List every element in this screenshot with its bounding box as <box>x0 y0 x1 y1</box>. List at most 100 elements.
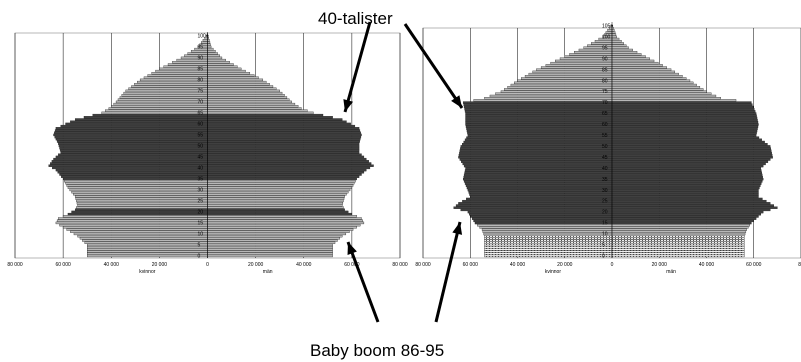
bar-male <box>611 178 764 181</box>
bar-male <box>207 85 274 88</box>
bar-female <box>469 193 613 196</box>
bar-male <box>611 224 750 227</box>
bar-female <box>465 123 613 126</box>
bar-female <box>62 226 208 229</box>
x-tick-label: 20 000 <box>652 262 668 268</box>
bar-female <box>458 202 613 205</box>
bar-male <box>611 72 679 76</box>
bar-male <box>611 134 757 137</box>
bar-male <box>611 86 701 89</box>
bar-female <box>484 237 613 240</box>
x-tick-label: 20 000 <box>248 262 264 268</box>
bar-male <box>207 241 336 244</box>
annotation-bottom: Baby boom 86-95 <box>310 341 444 360</box>
bar-female <box>54 131 208 134</box>
bar-male <box>207 52 218 55</box>
bar-female <box>76 201 208 205</box>
bar-female <box>123 91 208 95</box>
bar-female <box>172 61 208 64</box>
bar-female <box>484 250 613 253</box>
bar-male <box>611 219 754 223</box>
age-tick-label: 60 <box>602 122 608 128</box>
x-tick-label: 0 <box>611 262 614 268</box>
bar-male <box>611 243 745 247</box>
bar-male <box>611 37 620 41</box>
bar-female <box>151 72 208 75</box>
bar-female <box>458 153 613 157</box>
bar-male <box>611 116 758 120</box>
bar-male <box>611 110 756 113</box>
bar-male <box>611 145 771 148</box>
bar-male <box>207 217 362 220</box>
bar-male <box>611 193 759 196</box>
age-tick-label: 40 <box>602 166 608 172</box>
bar-female <box>484 254 613 258</box>
bar-female <box>466 136 613 139</box>
bar-male <box>207 175 360 178</box>
bar-female <box>479 226 613 229</box>
bar-female <box>464 138 613 141</box>
bar-female <box>87 245 208 249</box>
bar-male <box>207 116 333 119</box>
bar-male <box>207 133 362 137</box>
bar-male <box>611 132 757 135</box>
bar-female <box>473 99 613 102</box>
bar-male <box>611 143 768 146</box>
bar-male <box>611 57 650 60</box>
bar-male <box>207 223 361 227</box>
bar-male <box>207 173 362 176</box>
age-tick-label: 30 <box>602 188 608 194</box>
bar-male <box>611 112 757 115</box>
bar-male <box>611 208 771 212</box>
bar-female <box>71 190 208 194</box>
bar-female <box>455 204 613 207</box>
bar-male <box>207 208 345 211</box>
bar-male <box>611 35 617 39</box>
bar-male <box>207 107 302 110</box>
bar-male <box>611 94 717 98</box>
bar-female <box>187 52 208 55</box>
bar-female <box>87 243 208 247</box>
age-tick-label: 55 <box>198 133 204 139</box>
bar-male <box>207 215 357 218</box>
bar-male <box>611 248 745 251</box>
arrow-babyboom-left <box>346 241 380 323</box>
bar-female <box>462 199 613 203</box>
bar-male <box>207 168 367 172</box>
bar-female <box>453 206 613 209</box>
bar-female <box>483 232 613 236</box>
bar-male <box>611 103 753 106</box>
bar-male <box>611 68 672 71</box>
bar-male <box>611 153 773 157</box>
bar-female <box>60 124 208 128</box>
bar-male <box>207 129 361 132</box>
bar-female <box>77 204 208 207</box>
bar-male <box>611 114 757 117</box>
age-tick-label: 5 <box>198 243 201 249</box>
bar-male <box>611 147 771 150</box>
bar-male <box>207 142 360 145</box>
bar-male <box>611 90 707 93</box>
bar-female <box>591 42 613 45</box>
bar-female <box>77 234 208 238</box>
bar-female <box>180 56 208 60</box>
bar-female <box>113 102 208 106</box>
bar-male <box>207 160 369 163</box>
age-tick-label: 20 <box>602 210 608 216</box>
bar-male <box>611 44 627 47</box>
age-tick-label: 65 <box>198 111 204 117</box>
bar-female <box>121 94 208 97</box>
bar-male <box>207 69 246 73</box>
bar-female <box>87 252 208 255</box>
bar-male <box>207 230 350 233</box>
bar-female <box>466 127 613 131</box>
age-tick-label: 30 <box>198 188 204 194</box>
bar-female <box>75 197 208 200</box>
bar-female <box>59 223 208 227</box>
bar-female <box>594 40 613 43</box>
bar-male <box>611 101 752 104</box>
bar-male <box>611 186 760 190</box>
bar-female <box>521 77 613 80</box>
bar-male <box>207 56 223 60</box>
bar-female <box>462 162 613 166</box>
